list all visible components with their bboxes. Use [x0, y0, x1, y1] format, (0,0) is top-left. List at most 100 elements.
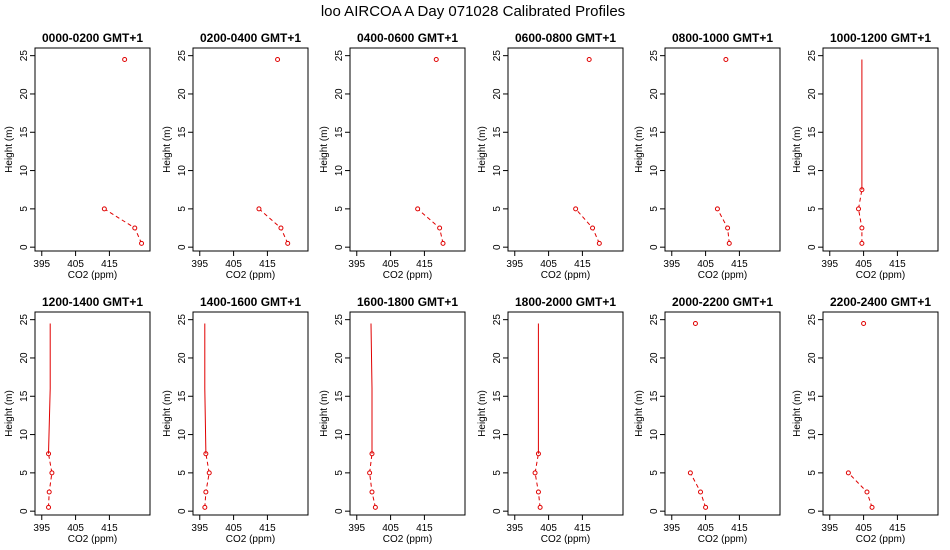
x-tick-label: 405 — [225, 523, 242, 534]
x-tick-label: 415 — [574, 523, 591, 534]
series-line-1 — [204, 453, 210, 508]
y-tick-label: 15 — [334, 390, 345, 402]
data-point — [203, 489, 209, 495]
data-point — [723, 56, 729, 62]
y-axis-label: Height (m) — [319, 126, 330, 173]
x-tick-label: 415 — [889, 259, 906, 270]
plot-frame — [34, 311, 151, 516]
y-tick-label: 0 — [19, 244, 30, 250]
panel-3: 0400-0600 GMT+1 395 405 415 0 5 10 15 20 25 CO2 (p… — [319, 31, 466, 281]
plot-frame — [192, 311, 309, 516]
panels-container: 0000-0200 GMT+1 395 405 415 0 5 10 15 20 25 CO2 (p… — [4, 31, 939, 545]
x-tick-label: 405 — [540, 259, 557, 270]
series-line-1 — [369, 453, 376, 508]
x-tick-label: 415 — [259, 259, 276, 270]
x-axis-label: CO2 (ppm) — [383, 534, 432, 545]
x-axis-label: CO2 (ppm) — [226, 270, 275, 281]
plot-frame — [192, 47, 309, 252]
y-tick-label: 25 — [334, 50, 345, 62]
x-axis-label: CO2 (ppm) — [68, 270, 117, 281]
y-tick-label: 5 — [19, 470, 30, 476]
x-tick-label: 395 — [191, 259, 208, 270]
data-point — [725, 225, 731, 231]
y-tick-label: 15 — [177, 126, 188, 138]
y-tick-label: 10 — [492, 429, 503, 441]
y-axis-label: Height (m) — [319, 390, 330, 437]
y-axis-label: Height (m) — [634, 390, 645, 437]
x-axis-label: CO2 (ppm) — [68, 534, 117, 545]
x-tick-label: 405 — [382, 523, 399, 534]
y-tick-label: 5 — [19, 206, 30, 212]
series-line-1 — [534, 453, 541, 508]
x-tick-label: 405 — [697, 523, 714, 534]
plot-frame — [349, 311, 466, 516]
y-tick-label: 20 — [492, 88, 503, 100]
y-tick-label: 15 — [492, 126, 503, 138]
y-tick-label: 25 — [19, 50, 30, 62]
y-tick-label: 0 — [492, 244, 503, 250]
plot-frame — [664, 47, 781, 252]
x-tick-label: 395 — [663, 259, 680, 270]
data-point — [869, 504, 875, 510]
y-tick-label: 25 — [492, 314, 503, 326]
y-tick-label: 5 — [649, 470, 660, 476]
x-tick-label: 395 — [506, 259, 523, 270]
y-tick-label: 0 — [492, 508, 503, 514]
panel-title: 0600-0800 GMT+1 — [515, 31, 616, 45]
y-tick-label: 25 — [649, 50, 660, 62]
data-point — [122, 56, 128, 62]
x-axis-label: CO2 (ppm) — [541, 534, 590, 545]
y-tick-label: 15 — [19, 126, 30, 138]
x-tick-label: 415 — [889, 523, 906, 534]
y-tick-label: 25 — [492, 50, 503, 62]
y-tick-label: 15 — [649, 390, 660, 402]
panel-title: 0200-0400 GMT+1 — [200, 31, 301, 45]
plot-frame — [822, 47, 939, 252]
y-tick-label: 20 — [649, 352, 660, 364]
y-tick-label: 0 — [807, 244, 818, 250]
data-point — [535, 489, 541, 495]
data-point — [537, 504, 543, 510]
y-tick-label: 20 — [19, 352, 30, 364]
y-tick-label: 10 — [492, 165, 503, 177]
x-tick-label: 395 — [821, 259, 838, 270]
y-tick-label: 25 — [177, 314, 188, 326]
panel-title: 2000-2200 GMT+1 — [672, 295, 773, 309]
y-tick-label: 10 — [177, 165, 188, 177]
data-point — [372, 504, 378, 510]
data-point — [596, 240, 602, 246]
x-axis-label: CO2 (ppm) — [856, 534, 905, 545]
x-axis-label: CO2 (ppm) — [698, 270, 747, 281]
y-tick-label: 5 — [492, 206, 503, 212]
panel-12: 2200-2400 GMT+1 395 405 415 0 5 10 15 20 25 CO2 (p… — [792, 295, 939, 545]
plot-frame — [664, 311, 781, 516]
y-axis-label: Height (m) — [792, 126, 803, 173]
y-tick-label: 20 — [177, 88, 188, 100]
y-tick-label: 0 — [334, 508, 345, 514]
figure-title: loo AIRCOA A Day 071028 Calibrated Profi… — [321, 3, 625, 20]
x-tick-label: 395 — [821, 523, 838, 534]
y-tick-label: 20 — [492, 352, 503, 364]
data-point — [586, 56, 592, 62]
panel-5: 0800-1000 GMT+1 395 405 415 0 5 10 15 20 25 CO2 (p… — [634, 31, 781, 281]
y-tick-label: 20 — [177, 352, 188, 364]
y-tick-label: 10 — [807, 165, 818, 177]
x-tick-label: 395 — [348, 259, 365, 270]
y-tick-label: 10 — [19, 429, 30, 441]
panel-2: 0200-0400 GMT+1 395 405 415 0 5 10 15 20 25 CO2 (p… — [162, 31, 309, 281]
panel-4: 0600-0800 GMT+1 395 405 415 0 5 10 15 20 25 CO2 (p… — [477, 31, 624, 281]
data-point — [437, 225, 443, 231]
panel-title: 1600-1800 GMT+1 — [357, 295, 458, 309]
data-point — [278, 225, 284, 231]
y-tick-label: 15 — [334, 126, 345, 138]
panel-1: 0000-0200 GMT+1 395 405 415 0 5 10 15 20 25 CO2 (p… — [4, 31, 151, 281]
y-tick-label: 15 — [649, 126, 660, 138]
panel-title: 1400-1600 GMT+1 — [200, 295, 301, 309]
y-axis-label: Height (m) — [162, 126, 173, 173]
x-tick-label: 395 — [506, 523, 523, 534]
x-tick-label: 395 — [348, 523, 365, 534]
y-tick-label: 0 — [19, 508, 30, 514]
x-tick-label: 415 — [101, 523, 118, 534]
panel-title: 2200-2400 GMT+1 — [830, 295, 931, 309]
